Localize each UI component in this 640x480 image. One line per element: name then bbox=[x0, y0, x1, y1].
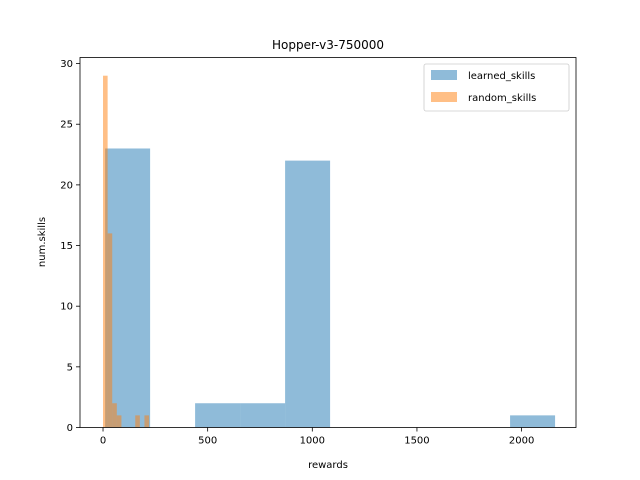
y-axis-label: num.skills bbox=[37, 217, 48, 267]
legend-swatch-random-skills bbox=[431, 92, 457, 102]
bar-random-skills-3 bbox=[116, 415, 122, 428]
x-tick-label: 0 bbox=[100, 436, 106, 447]
bars-layer bbox=[103, 75, 556, 428]
y-tick-label: 10 bbox=[60, 302, 73, 313]
bar-random-skills-2 bbox=[112, 403, 117, 428]
bar-learned-skills-9 bbox=[510, 415, 556, 428]
plot-frame bbox=[79, 57, 577, 428]
x-tick-label: 1500 bbox=[404, 436, 429, 447]
y-tick-label: 30 bbox=[60, 59, 73, 70]
bar-learned-skills-0 bbox=[105, 148, 151, 428]
y-axis: 0 5 10 15 20 25 30 bbox=[60, 59, 80, 434]
x-tick-label: 2000 bbox=[509, 436, 534, 447]
bar-random-skills-0 bbox=[103, 75, 108, 428]
legend-label-learned-skills: learned_skills bbox=[468, 71, 535, 82]
x-tick-label: 500 bbox=[198, 436, 217, 447]
bar-random-skills-7 bbox=[135, 415, 140, 428]
bar-learned-skills-3 bbox=[240, 403, 286, 428]
bar-learned-skills-4 bbox=[285, 160, 331, 428]
legend-box bbox=[423, 63, 570, 112]
y-tick-label: 0 bbox=[67, 423, 73, 434]
bar-random-skills-1 bbox=[107, 233, 113, 428]
x-axis-label: rewards bbox=[308, 460, 348, 471]
legend: learned_skills random_skills bbox=[423, 63, 570, 112]
y-tick-label: 20 bbox=[60, 180, 73, 191]
legend-label-random-skills: random_skills bbox=[468, 93, 536, 104]
legend-swatch-learned-skills bbox=[431, 70, 457, 80]
bar-learned-skills-2 bbox=[195, 403, 241, 428]
y-tick-label: 5 bbox=[67, 362, 73, 373]
chart-title: Hopper-v3-750000 bbox=[272, 38, 384, 52]
x-tick-label: 1000 bbox=[300, 436, 325, 447]
x-axis: 0 500 1000 1500 2000 bbox=[100, 427, 534, 447]
y-tick-label: 25 bbox=[60, 120, 73, 131]
y-tick-label: 15 bbox=[60, 241, 73, 252]
bar-random-skills-9 bbox=[144, 415, 150, 428]
